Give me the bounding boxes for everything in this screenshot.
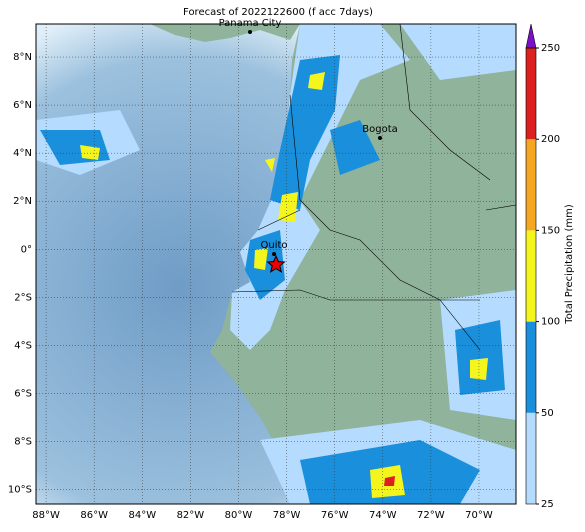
x-tick-label: 72°W xyxy=(417,510,445,521)
map-frame xyxy=(35,23,517,505)
colorbar-segment xyxy=(526,230,536,322)
colorbar-label: Total Precipitation (mm) xyxy=(564,204,575,325)
colorbar-tick-label: 25 xyxy=(541,499,554,510)
x-tick-label: 76°W xyxy=(321,510,349,521)
colorbar-frame xyxy=(525,47,537,505)
y-tick-label: 6°S xyxy=(14,388,32,399)
x-tick-label: 70°W xyxy=(465,510,493,521)
city-label: Bogota xyxy=(362,124,398,135)
colorbar-segment xyxy=(526,412,536,504)
colorbar-tick-label: 250 xyxy=(541,43,560,54)
x-tick-label: 84°W xyxy=(128,510,156,521)
city-label: Quito xyxy=(260,240,287,251)
city-panama: Panama City xyxy=(219,18,282,34)
x-tick-label: 88°W xyxy=(32,510,60,521)
colorbar-segment xyxy=(526,321,536,413)
colorbar-tick-label: 50 xyxy=(541,408,554,419)
land xyxy=(150,24,516,504)
y-tick-label: 2°N xyxy=(13,196,32,207)
borders xyxy=(231,24,516,351)
grid xyxy=(36,24,516,504)
x-tick-label: 74°W xyxy=(369,510,397,521)
city-bogota: Bogota xyxy=(362,124,398,140)
city-quito: Quito xyxy=(260,240,288,273)
x-tick-label: 82°W xyxy=(177,510,205,521)
colorbar-segment xyxy=(526,48,536,140)
colorbar-extend xyxy=(525,23,537,49)
y-tick-label: 2°S xyxy=(14,292,32,303)
y-tick-label: 4°N xyxy=(13,148,32,159)
precip-mid xyxy=(40,55,505,504)
colorbar: 25 50 100 150 200 250 xyxy=(525,23,560,510)
precip-peak xyxy=(384,476,395,486)
y-tick-label: 8°N xyxy=(13,52,32,63)
x-tick-label: 78°W xyxy=(273,510,301,521)
city-dot xyxy=(378,136,382,140)
city-label: Panama City xyxy=(219,18,282,29)
city-dot xyxy=(272,252,276,256)
y-tick-label: 10°S xyxy=(8,485,32,496)
colorbar-segment xyxy=(526,139,536,231)
colorbar-tick-label: 100 xyxy=(541,317,560,328)
x-tick-label: 86°W xyxy=(80,510,108,521)
colorbar-tick-label: 200 xyxy=(541,134,560,145)
star-marker xyxy=(266,254,286,273)
city-dot xyxy=(248,30,252,34)
x-tick-label: 80°W xyxy=(225,510,253,521)
colorbar-tick-label: 150 xyxy=(541,225,560,236)
title: Forecast of 2022122600 (f acc 7days) xyxy=(183,7,373,18)
y-tick-label: 8°S xyxy=(14,437,32,448)
y-tick-label: 6°N xyxy=(13,100,32,111)
y-tick-label: 0° xyxy=(21,244,32,255)
y-tick-label: 4°S xyxy=(14,340,32,351)
